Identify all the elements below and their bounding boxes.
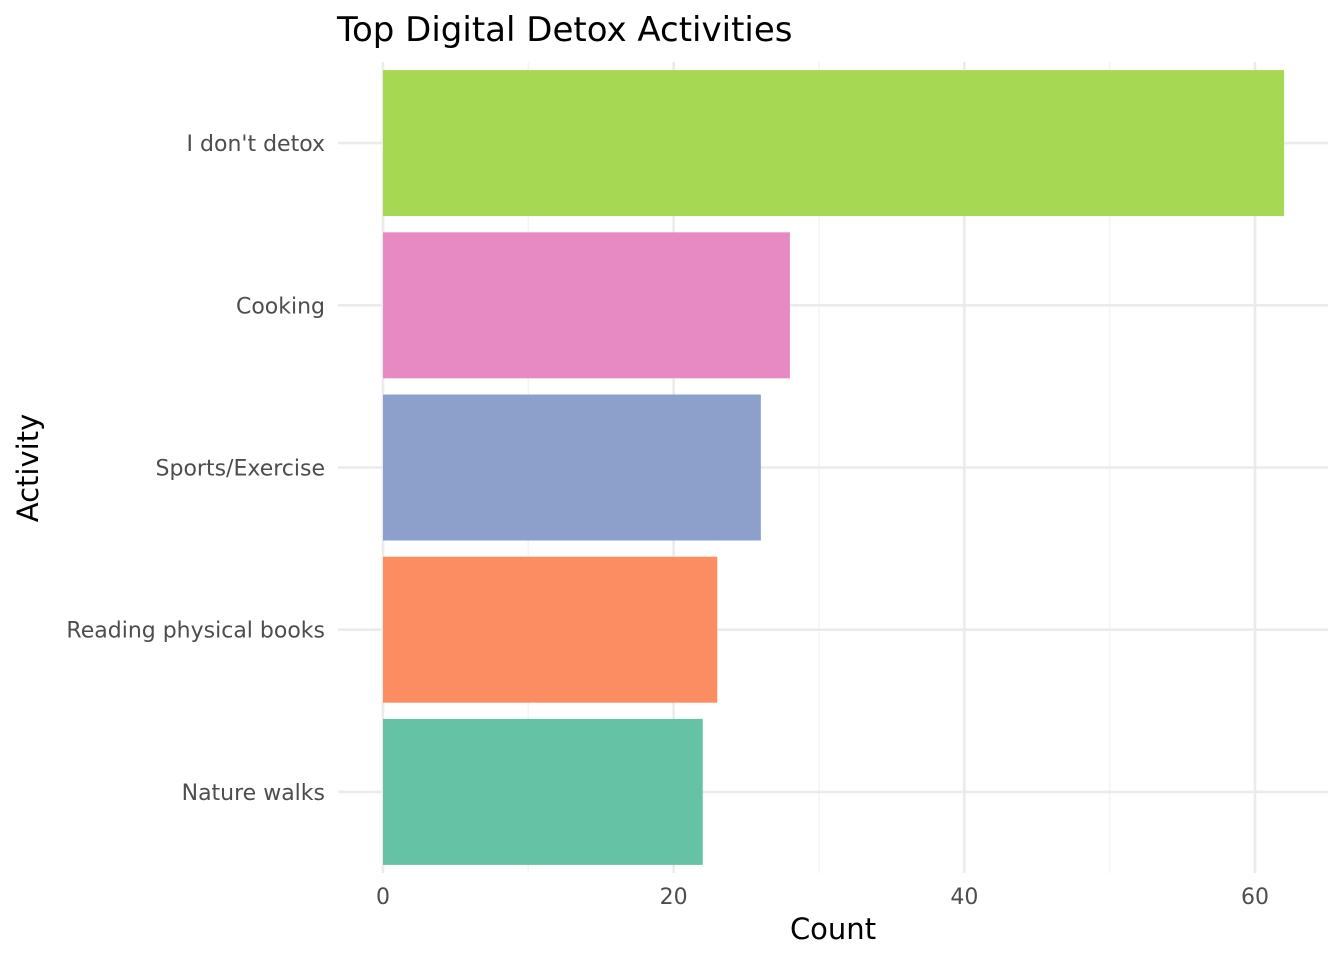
bar (383, 70, 1285, 217)
x-axis-title: Count (790, 912, 876, 946)
x-tick-label: 20 (660, 885, 688, 910)
y-tick-label: Sports/Exercise (156, 457, 325, 482)
bar (383, 394, 761, 541)
bar (383, 556, 718, 703)
chart-title: Top Digital Detox Activities (336, 10, 792, 50)
x-tick-labels: 0 20 40 60 (376, 885, 1269, 910)
y-tick-labels: I don't detox Cooking Sports/Exercise Readi… (66, 132, 325, 806)
x-tick-label: 60 (1241, 885, 1269, 910)
y-tick-label: Cooking (236, 294, 325, 319)
y-tick-label: Nature walks (182, 781, 325, 806)
bar (383, 718, 703, 865)
bar (383, 232, 790, 379)
bars (383, 70, 1285, 865)
x-tick-label: 0 (376, 885, 390, 910)
y-tick-label: Reading physical books (66, 619, 325, 644)
y-axis-title: Activity (11, 414, 45, 522)
x-tick-label: 40 (950, 885, 978, 910)
y-tick-label: I don't detox (187, 132, 325, 157)
